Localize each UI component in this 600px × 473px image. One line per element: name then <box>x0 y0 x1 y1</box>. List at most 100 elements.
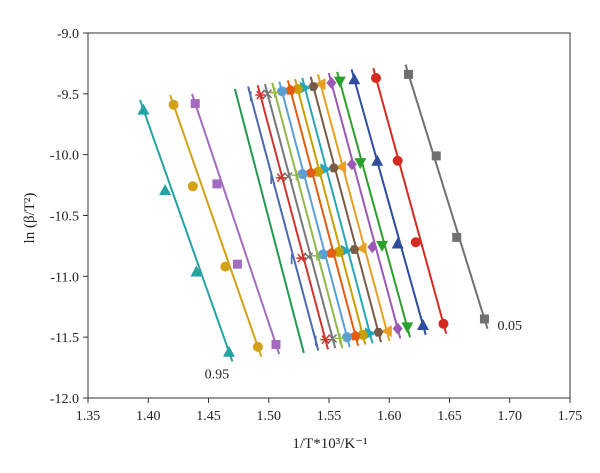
data-point <box>291 170 302 181</box>
data-point <box>348 73 361 85</box>
data-point <box>317 249 328 260</box>
series-19 <box>137 99 235 362</box>
fit-line <box>263 83 337 349</box>
fit-line <box>247 86 320 351</box>
series-17 <box>190 93 281 355</box>
data-point <box>391 237 404 249</box>
data-point <box>452 232 462 242</box>
data-point <box>313 166 324 177</box>
data-point <box>357 329 368 340</box>
fit-line <box>316 73 391 342</box>
data-point <box>232 259 242 269</box>
series-7 <box>308 76 384 343</box>
series-9 <box>292 78 368 345</box>
data-point <box>326 76 337 89</box>
data-point <box>340 244 352 257</box>
fit-line <box>372 67 448 334</box>
y-tick-label: -10.5 <box>50 210 79 225</box>
y-tick-label: -11.0 <box>50 270 79 285</box>
data-point <box>392 155 403 166</box>
annotation-layer: 0.05 0.95 <box>205 319 522 383</box>
data-point <box>371 154 384 166</box>
data-point <box>311 250 322 261</box>
x-tick-label: 1.35 <box>76 409 101 424</box>
series-12 <box>269 82 345 349</box>
fit-line <box>301 77 374 344</box>
fit-line <box>169 94 263 357</box>
data-point <box>404 69 414 79</box>
fit-line <box>286 80 360 347</box>
data-point <box>190 99 200 109</box>
data-point <box>292 83 303 94</box>
series-3 <box>348 69 429 336</box>
series-15 <box>247 86 320 351</box>
x-tick-label: 1.55 <box>317 409 342 424</box>
data-point <box>137 103 150 115</box>
data-point <box>370 73 381 84</box>
series-11 <box>277 81 353 348</box>
fit-line <box>294 78 367 345</box>
series-8 <box>299 77 376 344</box>
x-axis-label: 1/T*10³/K⁻¹ <box>292 436 367 452</box>
data-point <box>349 245 360 254</box>
data-point <box>410 237 421 248</box>
y-tick-label: -12.0 <box>50 392 79 407</box>
series-14 <box>255 85 331 350</box>
data-point <box>333 76 346 88</box>
data-point <box>299 81 311 94</box>
data-point <box>297 169 308 180</box>
data-point <box>222 345 235 357</box>
data-point <box>373 327 384 337</box>
fit-line <box>327 72 402 339</box>
data-point <box>416 319 429 330</box>
data-point <box>187 181 198 192</box>
data-point <box>334 333 345 344</box>
data-point <box>303 252 314 262</box>
series-5 <box>326 72 403 339</box>
series-layer <box>137 64 489 362</box>
series-2 <box>370 67 449 334</box>
series-18 <box>168 94 263 357</box>
x-tick-label: 1.45 <box>196 409 221 424</box>
data-point <box>438 318 449 329</box>
data-point <box>283 172 293 182</box>
data-point <box>328 163 339 173</box>
fit-line <box>191 93 281 355</box>
data-point <box>212 179 222 189</box>
data-point <box>401 322 414 334</box>
data-point <box>355 242 367 255</box>
y-tick-label: -9.5 <box>57 88 79 103</box>
data-point <box>328 333 338 343</box>
data-point <box>220 261 231 272</box>
fit-line <box>139 99 234 362</box>
fit-line <box>336 71 411 338</box>
y-tick-label: -9.0 <box>57 27 79 42</box>
data-point <box>275 173 286 183</box>
data-point <box>262 89 273 99</box>
data-point <box>354 158 367 170</box>
fit-line <box>309 76 382 343</box>
data-point <box>252 341 263 352</box>
data-point <box>255 90 266 100</box>
y-tick-label: -10.0 <box>50 149 79 164</box>
y-tick-label: -11.5 <box>50 331 79 346</box>
data-point <box>376 240 389 252</box>
data-point <box>392 322 403 335</box>
annotation-label: 0.95 <box>205 368 230 383</box>
x-tick-label: 1.50 <box>257 409 282 424</box>
fit-line <box>404 64 489 329</box>
data-point <box>479 314 489 324</box>
data-point <box>305 167 317 178</box>
annotation-label: 0.05 <box>498 319 523 334</box>
x-axis-ticks: 1.35 1.40 1.45 1.50 1.55 1.60 1.65 1.70 1.75 <box>76 398 583 424</box>
data-point <box>314 78 326 91</box>
fit-line <box>271 82 344 349</box>
fit-line <box>278 81 351 348</box>
x-tick-label: 1.40 <box>136 409 161 424</box>
x-tick-label: 1.75 <box>558 409 583 424</box>
data-point <box>190 265 203 277</box>
y-axis-label: ln (β/T²) <box>22 193 38 244</box>
data-point <box>308 82 319 91</box>
data-point <box>431 151 441 161</box>
